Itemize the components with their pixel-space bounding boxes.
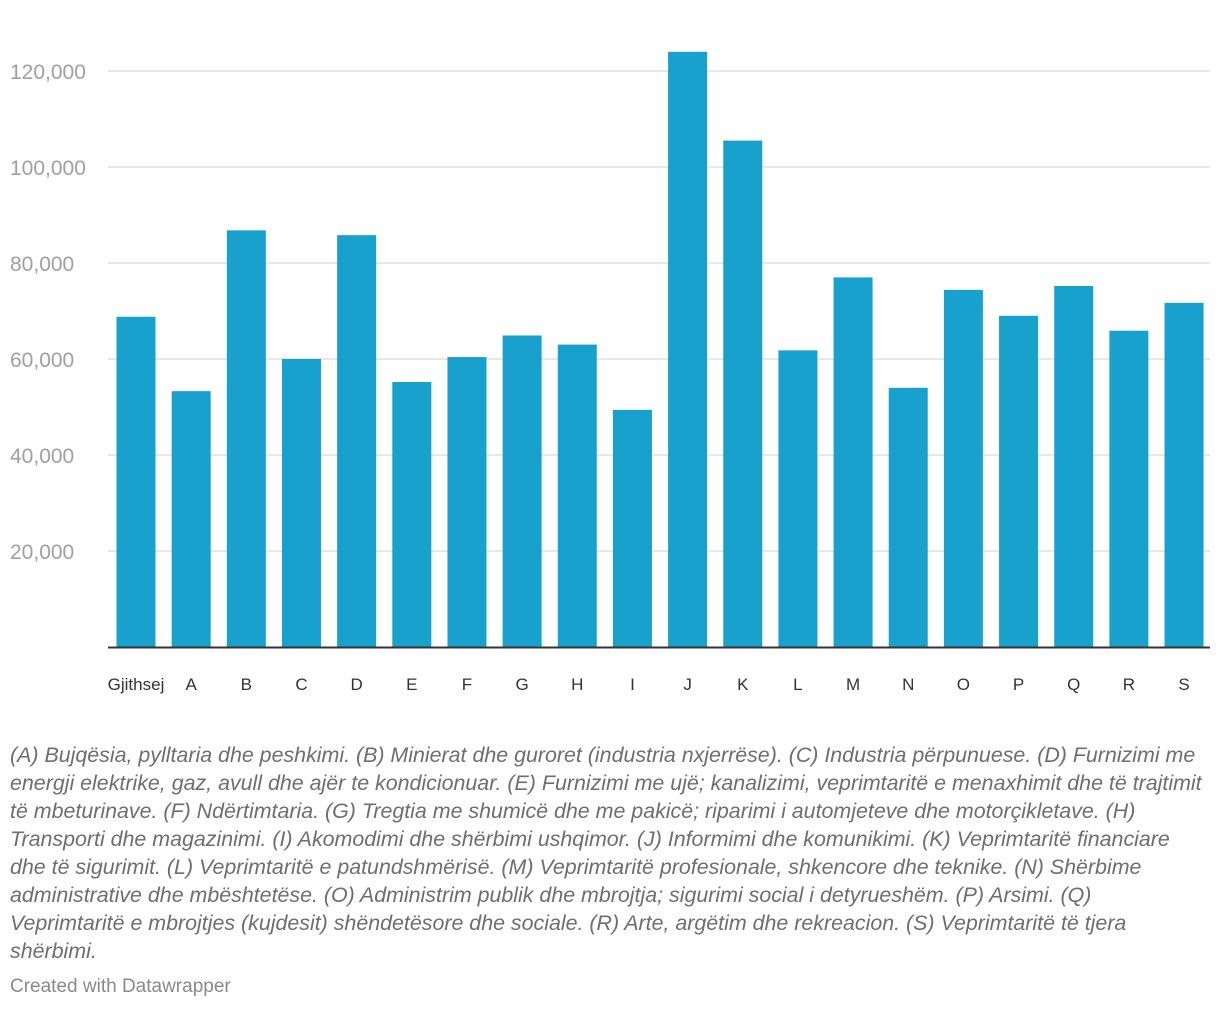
x-tick-label: L xyxy=(793,675,802,694)
x-tick-label: F xyxy=(462,675,472,694)
bar-k xyxy=(723,140,763,647)
bar-s xyxy=(1164,302,1204,647)
bar-d xyxy=(337,235,377,647)
x-tick-label: C xyxy=(295,675,307,694)
bar-f xyxy=(447,357,487,647)
bar-n xyxy=(888,387,928,647)
x-axis-labels: Gjithsej A B C D E F G H I J K L M N O P Q R S xyxy=(108,675,1190,694)
x-tick-label: G xyxy=(516,675,529,694)
bar-chart: 20,000 40,000 60,000 80,000 100,000 120,000 G… xyxy=(10,51,1210,694)
x-tick-label: K xyxy=(737,675,749,694)
bar-b xyxy=(226,230,266,648)
bar-h xyxy=(557,344,597,647)
credit-text: Created with Datawrapper xyxy=(10,976,231,997)
y-tick-label: 80,000 xyxy=(10,253,74,276)
x-tick-label: Q xyxy=(1067,675,1080,694)
x-tick-label: R xyxy=(1123,675,1135,694)
bar-m xyxy=(833,277,873,647)
x-tick-label: N xyxy=(902,675,914,694)
bar-j xyxy=(668,51,708,648)
bars xyxy=(116,51,1204,648)
bar-gjithsej xyxy=(116,316,156,647)
bar-g xyxy=(502,335,542,647)
y-tick-label: 20,000 xyxy=(10,541,74,564)
x-tick-label: B xyxy=(241,675,252,694)
x-tick-label: Gjithsej xyxy=(108,675,165,694)
x-tick-label: I xyxy=(630,675,635,694)
bar-o xyxy=(943,289,983,647)
y-tick-label: 60,000 xyxy=(10,349,74,372)
x-tick-label: O xyxy=(957,675,970,694)
y-tick-label: 100,000 xyxy=(10,157,86,180)
y-tick-label: 120,000 xyxy=(10,61,86,84)
x-tick-label: H xyxy=(571,675,583,694)
bar-c xyxy=(281,359,321,647)
x-tick-label: P xyxy=(1013,675,1024,694)
category-notes: (A) Bujqësia, pylltaria dhe peshkimi. (B… xyxy=(10,743,1202,963)
x-tick-label: A xyxy=(185,675,197,694)
x-tick-label: S xyxy=(1178,675,1189,694)
bar-a xyxy=(171,391,211,647)
x-tick-label: D xyxy=(350,675,362,694)
x-tick-label: E xyxy=(406,675,417,694)
bar-e xyxy=(392,382,432,647)
bar-i xyxy=(612,409,652,647)
bar-l xyxy=(778,350,818,647)
bar-r xyxy=(1109,330,1149,647)
y-tick-label: 40,000 xyxy=(10,445,74,468)
bar-q xyxy=(1054,286,1094,647)
bar-p xyxy=(999,315,1039,647)
x-tick-label: M xyxy=(846,675,860,694)
x-tick-label: J xyxy=(683,675,692,694)
